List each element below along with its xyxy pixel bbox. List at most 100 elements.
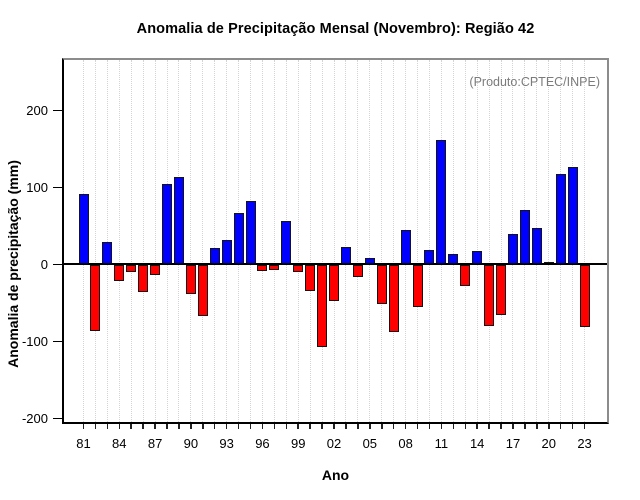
x-tick-label-99: 99 [291,436,306,451]
x-tick-1997 [273,424,276,429]
y-tick-100 [53,186,62,189]
x-tick-2009 [416,424,419,429]
x-tick-label-84: 84 [112,436,127,451]
gridline-1997 [273,60,275,422]
bar-1982 [90,264,101,332]
x-tick-2013 [464,424,466,429]
x-tick-2003 [345,424,347,429]
x-tick-label-90: 90 [183,436,199,451]
bar-1994 [233,212,244,265]
y-tick-label-200: 200 [26,102,48,118]
bar-1998 [281,220,292,265]
bar-2015 [484,264,495,327]
bar-1992 [209,247,220,265]
x-tick-2019 [536,424,538,429]
gridline-1987 [154,60,156,422]
gridline-1984 [118,60,120,422]
x-tick-label-17: 17 [505,436,521,451]
gridline-1982 [94,60,96,422]
x-tick-2014 [476,424,478,429]
x-tick-2022 [571,424,574,429]
bar-1983 [102,242,113,265]
x-tick-1995 [249,424,252,429]
gridline-2006 [381,60,383,422]
x-tick-1982 [94,424,97,429]
bar-1997 [269,264,280,270]
gridline-1990 [190,60,192,422]
gridline-1983 [106,60,108,422]
x-tick-1993 [225,424,228,429]
x-tick-1986 [142,424,144,429]
bar-1988 [162,183,172,265]
bar-2007 [388,264,399,333]
x-tick-2000 [309,424,311,429]
x-tick-2001 [321,424,323,429]
bar-2009 [412,264,423,307]
x-tick-2018 [524,424,526,429]
gridline-2015 [488,60,490,422]
bar-2001 [317,264,328,347]
gridline-2002 [333,60,335,422]
x-tick-1985 [130,424,132,429]
gridline-2023 [584,60,586,422]
bar-2016 [496,264,507,315]
x-tick-1996 [261,424,264,429]
x-tick-1981 [82,424,85,429]
x-tick-1998 [285,424,288,429]
x-tick-label-87: 87 [147,436,163,451]
x-tick-2017 [512,424,514,429]
x-tick-label-08: 08 [398,436,413,451]
x-tick-2011 [440,424,443,429]
x-axis-label: Ano [321,467,350,483]
product-annotation: (Produto:CPTEC/INPE) [469,75,600,89]
y-tick-label--100: -100 [21,333,48,349]
bar-2003 [340,246,351,265]
x-tick-label-93: 93 [219,436,234,451]
y-tick--100 [53,340,62,343]
x-tick-label-11: 11 [434,436,449,451]
bar-1995 [245,201,256,265]
x-tick-1987 [154,424,156,429]
gridline-2014 [476,60,478,422]
bar-1986 [138,264,149,293]
bar-2019 [531,227,542,265]
gridline-2004 [357,60,359,422]
gridline-2016 [500,60,502,422]
bar-1985 [126,264,137,273]
y-tick--200 [53,417,62,420]
gridline-1985 [130,60,132,422]
y-tick-label--200: -200 [21,410,48,426]
bar-1996 [257,264,268,271]
bar-1981 [78,194,89,265]
x-tick-2012 [452,424,455,429]
bar-2008 [400,229,411,265]
x-tick-1990 [190,424,192,429]
x-tick-2015 [488,424,490,429]
gridline-1999 [297,60,299,422]
gridline-1986 [142,60,144,422]
gridline-2000 [309,60,311,422]
bar-2021 [555,173,566,265]
bar-2017 [507,234,518,265]
x-tick-label-81: 81 [76,436,91,451]
bar-2000 [305,264,316,292]
x-tick-2023 [583,424,586,429]
x-tick-2008 [404,424,407,429]
bar-2011 [436,139,447,265]
bar-1991 [197,264,208,317]
gridline-2012 [452,60,454,422]
x-tick-1984 [118,424,121,429]
x-tick-2006 [381,424,383,429]
gridline-1996 [261,60,263,422]
bar-2002 [329,264,340,302]
bar-1987 [150,264,161,275]
bar-1993 [221,239,232,265]
x-tick-2021 [559,424,562,429]
x-tick-1988 [166,424,168,429]
x-tick-2002 [333,424,335,429]
x-tick-1983 [106,424,109,429]
y-tick-0 [53,263,62,266]
y-tick-200 [53,109,62,112]
bar-1989 [173,177,184,265]
